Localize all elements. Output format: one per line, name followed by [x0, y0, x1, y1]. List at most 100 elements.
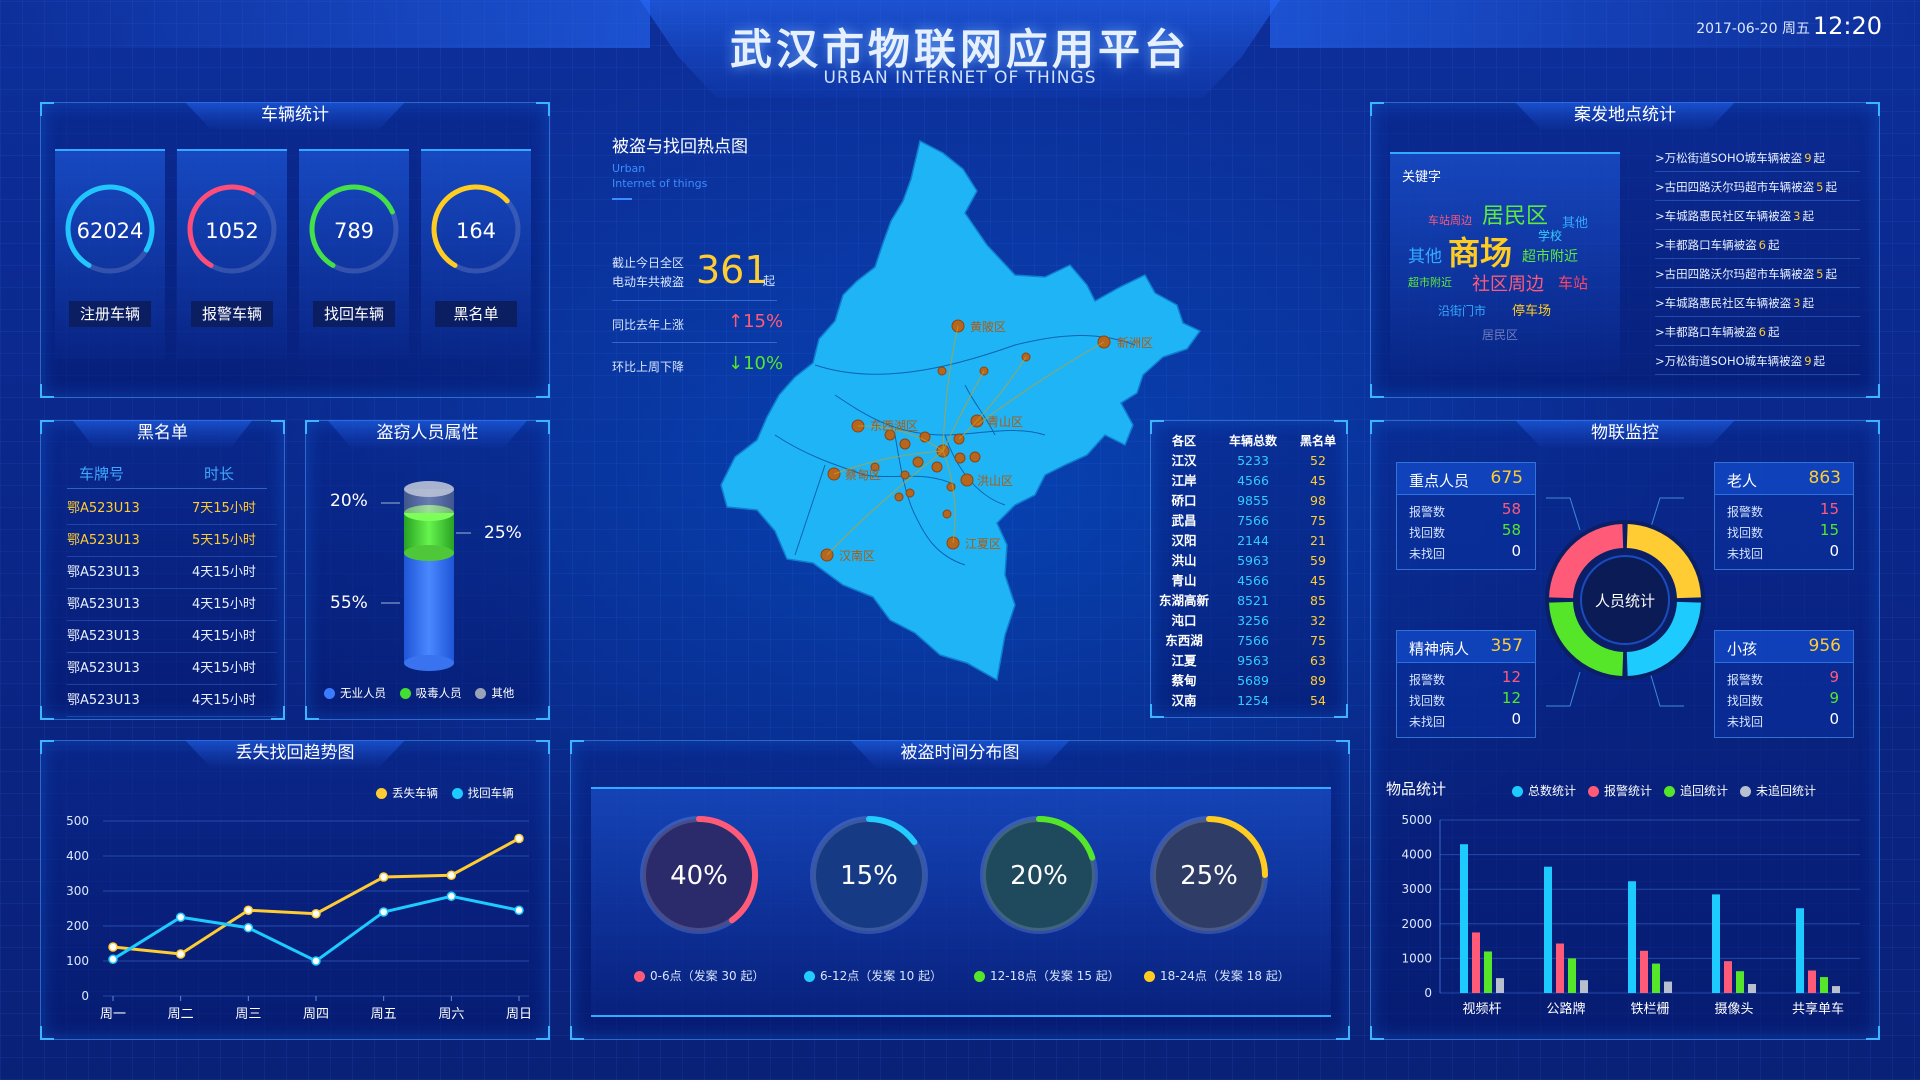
keyword-word: 停车场: [1512, 304, 1552, 319]
monitor-row-label: 找回数: [1409, 694, 1446, 708]
legend-dot: [376, 788, 387, 799]
case-list-item[interactable]: >古田四路沃尔玛超市车辆被盗 5 起: [1655, 173, 1860, 201]
district-row[interactable]: 东西湖 7566 75: [1151, 631, 1349, 651]
monitor-card-header: 小孩 956: [1715, 631, 1853, 663]
district-vehicle-total: 1254: [1237, 693, 1269, 708]
legend-label: 其他: [491, 686, 515, 700]
bar: [1544, 866, 1552, 993]
district-row[interactable]: 汉南 1254 54: [1151, 691, 1349, 711]
stat3-value: ↓10%: [728, 353, 784, 374]
case-list-item[interactable]: >丰都路口车辆被盗 6 起: [1655, 231, 1860, 259]
district-row[interactable]: 硚口 9855 98: [1151, 491, 1349, 511]
monitor-found-value: 15: [1819, 521, 1839, 539]
legend-label: 未追回统计: [1756, 784, 1817, 798]
district-blacklist-count: 85: [1310, 593, 1326, 608]
time-dist-pct: 15%: [840, 861, 898, 891]
district-vehicle-total: 4566: [1237, 573, 1269, 588]
map-label-dongxihu: 东西湖区: [870, 418, 918, 433]
case-list-item[interactable]: >丰都路口车辆被盗 6 起: [1655, 318, 1860, 346]
district-row[interactable]: 洪山 5963 59: [1151, 551, 1349, 571]
keyword-word: 社区周边: [1472, 274, 1544, 295]
district-vehicle-total: 7566: [1237, 633, 1269, 648]
bar: [1496, 978, 1504, 993]
monitor-card[interactable]: 小孩 956 报警数 9 找回数 9 未找回 0: [1714, 630, 1854, 738]
blacklist-row[interactable]: 鄂A523U13 7天15小时: [67, 493, 277, 525]
district-row[interactable]: 江夏 9563 63: [1151, 651, 1349, 671]
legend-dot: [475, 688, 487, 699]
monitor-unfound-value: 0: [1511, 542, 1521, 560]
district-col-header: 各区: [1171, 434, 1196, 448]
line-ytick-label: 400: [66, 849, 89, 863]
district-vehicle-total: 8521: [1237, 593, 1269, 608]
district-name: 东湖高新: [1158, 593, 1209, 608]
page-title: 武汉市物联网应用平台: [729, 25, 1190, 74]
district-name: 洪山: [1171, 553, 1197, 568]
bar-xtick-label: 共享单车: [1792, 1001, 1844, 1017]
district-row[interactable]: 汉阳 2144 21: [1151, 531, 1349, 551]
monitor-row-label: 报警数: [1409, 505, 1446, 519]
vehicle-label: 黑名单: [435, 301, 517, 327]
monitor-card[interactable]: 重点人员 675 报警数 58 找回数 58 未找回 0: [1396, 462, 1536, 570]
trend-line-chart: 0 100 200 300 400 500 周一 周二 周三 周四 周五 周六 周日: [66, 814, 532, 1022]
keyword-word: 沿街门市: [1438, 304, 1487, 318]
blacklist-row[interactable]: 鄂A523U13 4天15小时: [67, 685, 277, 717]
line-xtick-label: 周二: [168, 1007, 194, 1022]
case-list-item[interactable]: >万松街道SOHO城车辆被盗 9 起: [1655, 347, 1860, 375]
blacklist-row[interactable]: 鄂A523U13 4天15小时: [67, 621, 277, 653]
district-row[interactable]: 蔡甸 5689 89: [1151, 671, 1349, 691]
time-dist-pct: 25%: [1180, 861, 1238, 891]
monitor-unfound-value: 0: [1829, 710, 1839, 728]
case-text: >车城路惠民社区车辆被盗: [1655, 209, 1792, 223]
line-xtick-label: 周一: [100, 1007, 126, 1022]
district-row[interactable]: 东湖高新 8521 85: [1151, 591, 1349, 611]
time-dist-legend: 6-12点（发案 10 起）: [804, 967, 942, 984]
items-bar-chart: 0 1000 2000 3000 4000 5000 视频杆 公路牌 铁栏栅 摄像头 共享单车: [1401, 813, 1860, 1017]
case-list-item[interactable]: >车城路惠民社区车辆被盗 3 起: [1655, 289, 1860, 317]
monitor-card[interactable]: 精神病人 357 报警数 12 找回数 12 未找回 0: [1396, 630, 1536, 738]
wuhan-map: 黄陂区 新洲区 东西湖区 青山区 蔡甸区 洪山区 江夏区 汉南区: [720, 139, 1202, 682]
bar: [1832, 986, 1840, 993]
district-vehicle-total: 5233: [1237, 453, 1269, 468]
case-list-item[interactable]: >古田四路沃尔玛超市车辆被盗 5 起: [1655, 260, 1860, 288]
bar: [1724, 961, 1732, 993]
case-list-item[interactable]: >万松街道SOHO城车辆被盗 9 起: [1655, 144, 1860, 172]
time-dist-pct: 20%: [1010, 861, 1068, 891]
keyword-word: 居民区: [1482, 328, 1519, 342]
thief-attr-panel: 盗窃人员属性 20% 25% 55% 无业人员 吸毒人员 其他: [305, 420, 550, 720]
monitor-card-value: 675: [1490, 468, 1523, 488]
monitor-row-label: 未找回: [1727, 715, 1764, 729]
blacklist-header: 车牌号 时长: [67, 463, 267, 489]
blacklist-row[interactable]: 鄂A523U13 4天15小时: [67, 653, 277, 685]
cylinder-top: [404, 481, 454, 497]
monitor-unfound-value: 0: [1511, 710, 1521, 728]
items-legend-item: 报警统计: [1588, 784, 1652, 798]
map-label-caidian: 蔡甸区: [845, 468, 881, 482]
blacklist-row[interactable]: 鄂A523U13 4天15小时: [67, 557, 277, 589]
monitor-found-value: 12: [1501, 689, 1521, 707]
monitor-card-value: 357: [1490, 636, 1523, 656]
monitor-card-value: 956: [1808, 636, 1841, 656]
case-list-item[interactable]: >车城路惠民社区车辆被盗 3 起: [1655, 202, 1860, 230]
line-ytick-label: 100: [66, 954, 89, 968]
keyword-word: 超市附近: [1408, 276, 1452, 289]
monitor-card[interactable]: 老人 863 报警数 15 找回数 15 未找回 0: [1714, 462, 1854, 570]
circle-progress: [696, 816, 758, 924]
time-display: 12:20: [1812, 12, 1882, 40]
district-row[interactable]: 青山 4566 45: [1151, 571, 1349, 591]
district-table-header: 各区 车辆总数 黑名单: [1151, 431, 1349, 451]
keyword-label: 关键字: [1402, 170, 1442, 185]
blacklist-col-duration: 时长: [204, 465, 235, 483]
district-row[interactable]: 江岸 4566 45: [1151, 471, 1349, 491]
hotspot: [937, 366, 947, 376]
panel-corner: [1866, 420, 1880, 434]
blacklist-row[interactable]: 鄂A523U13 5天15小时: [67, 525, 277, 557]
panel-corner: [1370, 102, 1384, 116]
district-row[interactable]: 江汉 5233 52: [1151, 451, 1349, 471]
hotspot: [942, 509, 952, 519]
district-row[interactable]: 武昌 7566 75: [1151, 511, 1349, 531]
district-name: 汉南: [1171, 693, 1197, 708]
hotspot: [946, 482, 956, 492]
district-row[interactable]: 沌口 3256 32: [1151, 611, 1349, 631]
district-table-panel: 各区 车辆总数 黑名单 江汉 5233 52 江岸 4566 45 硚口 9855 98 武昌 7566 7…: [1150, 420, 1348, 718]
blacklist-row[interactable]: 鄂A523U13 4天15小时: [67, 589, 277, 621]
